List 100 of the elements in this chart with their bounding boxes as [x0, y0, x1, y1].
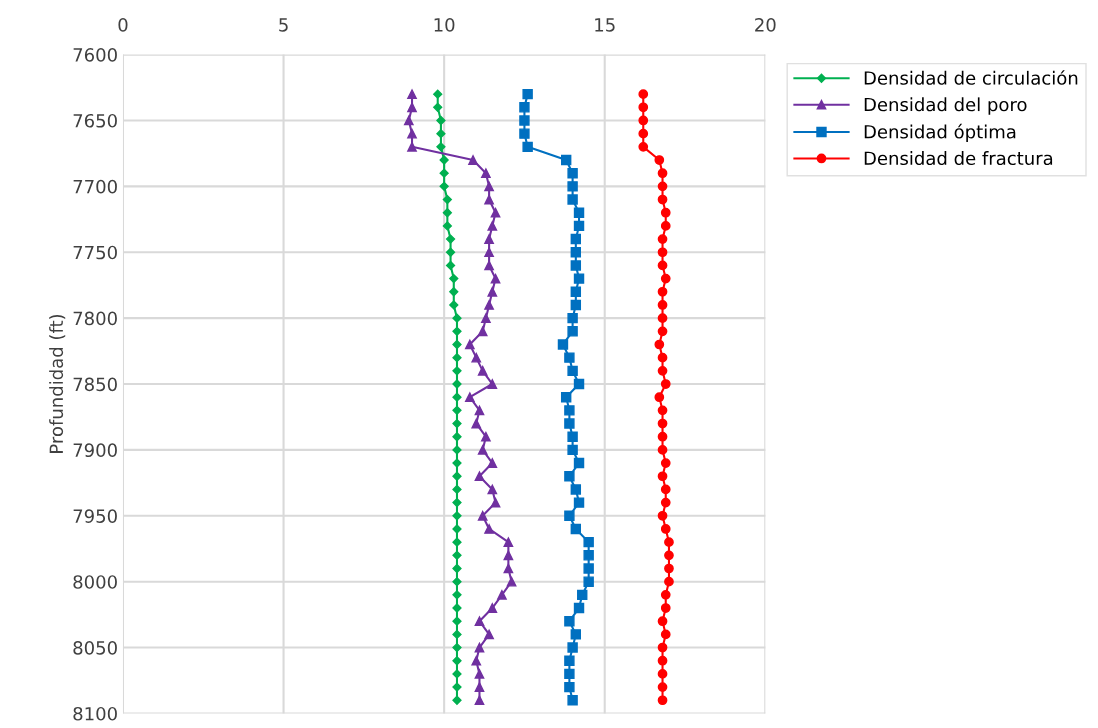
point: [657, 234, 668, 244]
point: [660, 207, 671, 218]
point: [567, 312, 578, 324]
point: [452, 471, 462, 481]
point: [506, 576, 517, 587]
point: [564, 405, 575, 416]
point: [452, 590, 462, 600]
point: [449, 287, 459, 297]
x-tick-label: 10: [434, 18, 455, 32]
point: [452, 577, 462, 587]
point: [445, 234, 456, 244]
point: [564, 668, 575, 680]
point: [503, 550, 514, 561]
point: [487, 458, 498, 468]
point: [570, 629, 582, 640]
point: [439, 155, 449, 165]
point: [657, 286, 668, 297]
point: [660, 603, 671, 613]
x-tick-label: 0: [118, 18, 128, 32]
x-tick-label: 20: [755, 18, 776, 32]
point: [660, 524, 671, 534]
point: [474, 669, 485, 679]
point: [445, 260, 456, 271]
point: [654, 392, 665, 403]
point: [583, 563, 594, 574]
point: [490, 207, 501, 218]
point: [452, 682, 462, 692]
point: [487, 286, 498, 297]
point: [657, 616, 668, 627]
point: [403, 115, 414, 126]
point: [452, 616, 462, 626]
point: [442, 194, 452, 205]
x-tick-label: 5: [279, 18, 288, 32]
point: [570, 260, 582, 271]
point: [477, 326, 488, 337]
point: [464, 392, 475, 403]
point: [660, 458, 671, 468]
point: [407, 102, 417, 113]
point: [452, 484, 462, 495]
point: [433, 102, 443, 112]
point: [449, 273, 459, 284]
point: [654, 339, 665, 350]
point: [657, 326, 668, 337]
point: [638, 115, 649, 126]
point: [660, 589, 671, 600]
point: [573, 273, 585, 284]
point: [638, 141, 649, 152]
point: [452, 669, 462, 679]
point: [573, 378, 585, 390]
point: [657, 168, 668, 179]
point: [519, 102, 530, 113]
point: [487, 379, 498, 389]
y-tick-label: 7750: [73, 245, 117, 260]
point: [452, 418, 462, 429]
legend-label: Densidad óptima: [864, 123, 1016, 143]
point: [519, 115, 530, 126]
x-tick-label: 15: [595, 18, 615, 32]
point: [657, 471, 668, 482]
point: [471, 655, 482, 666]
point: [654, 155, 665, 165]
point: [657, 445, 668, 455]
point: [657, 365, 668, 376]
point: [497, 589, 507, 600]
point: [564, 681, 575, 693]
point: [487, 221, 498, 231]
point: [657, 431, 668, 442]
point: [560, 391, 572, 403]
point: [573, 457, 585, 469]
point: [452, 537, 462, 547]
y-tick-label: 7800: [73, 311, 117, 326]
point: [474, 471, 485, 482]
point: [481, 313, 491, 323]
point: [564, 510, 575, 521]
point: [484, 194, 494, 205]
point: [657, 405, 668, 416]
point: [583, 550, 594, 561]
point: [657, 510, 668, 521]
point: [487, 484, 498, 495]
point: [573, 602, 585, 614]
y-tick-label: 7600: [73, 48, 117, 62]
y-tick-label: 8100: [73, 706, 117, 721]
point: [564, 471, 575, 482]
y-tick-label: 7950: [73, 509, 117, 523]
point: [583, 536, 594, 548]
point: [471, 418, 482, 429]
point: [664, 563, 674, 574]
point: [577, 589, 588, 601]
point: [570, 286, 582, 297]
point: [660, 221, 671, 231]
point: [452, 458, 462, 468]
point: [474, 695, 485, 706]
point: [660, 497, 671, 508]
point: [557, 339, 569, 350]
point: [573, 220, 585, 232]
point: [638, 128, 649, 139]
point: [657, 181, 668, 192]
point: [503, 537, 514, 548]
point: [468, 155, 478, 165]
point: [484, 300, 494, 310]
point: [452, 695, 462, 705]
